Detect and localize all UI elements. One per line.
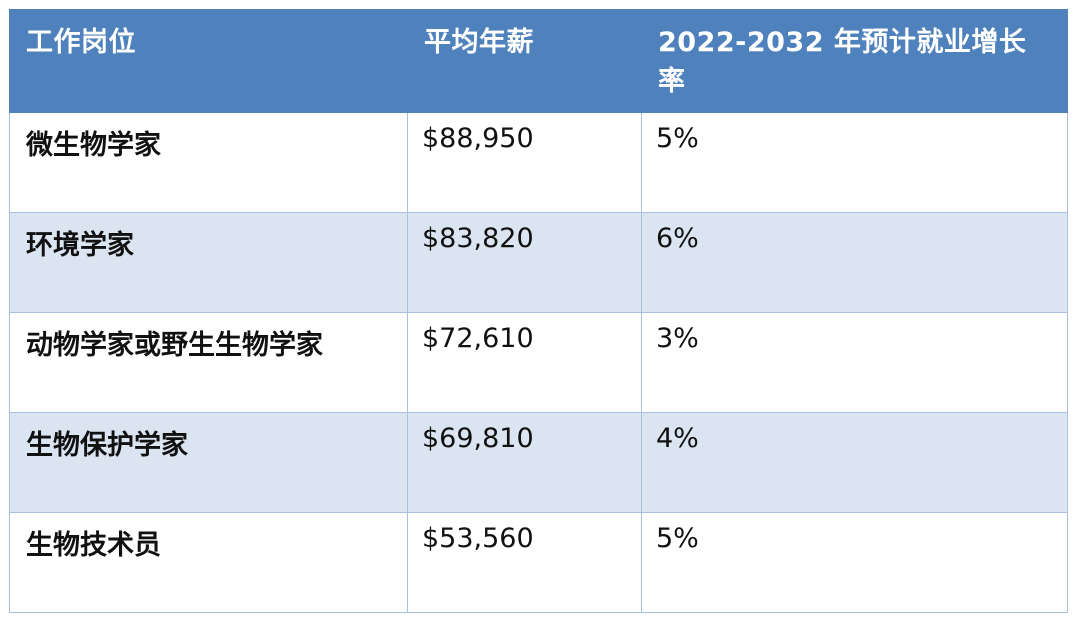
table-row: 生物保护学家 $69,810 4% bbox=[9, 412, 1068, 513]
table-row: 微生物学家 $88,950 5% bbox=[9, 112, 1068, 213]
cell-growth: 3% bbox=[641, 312, 1068, 413]
cell-salary: $88,950 bbox=[407, 112, 642, 213]
cell-salary: $72,610 bbox=[407, 312, 642, 413]
table-row: 环境学家 $83,820 6% bbox=[9, 212, 1068, 313]
cell-salary: $53,560 bbox=[407, 512, 642, 613]
table-row: 生物技术员 $53,560 5% bbox=[9, 512, 1068, 613]
cell-growth: 6% bbox=[641, 212, 1068, 313]
cell-salary: $83,820 bbox=[407, 212, 642, 313]
table-row: 动物学家或野生生物学家 $72,610 3% bbox=[9, 312, 1068, 413]
cell-job: 动物学家或野生生物学家 bbox=[9, 312, 408, 413]
table-header: 工作岗位 平均年薪 2022-2032 年预计就业增长率 bbox=[9, 9, 1068, 113]
cell-job: 生物技术员 bbox=[9, 512, 408, 613]
table-body: 微生物学家 $88,950 5% 环境学家 $83,820 6% 动物学家或野生… bbox=[9, 112, 1068, 613]
header-growth: 2022-2032 年预计就业增长率 bbox=[641, 9, 1068, 113]
cell-growth: 5% bbox=[641, 112, 1068, 213]
cell-job: 生物保护学家 bbox=[9, 412, 408, 513]
cell-growth: 5% bbox=[641, 512, 1068, 613]
header-row: 工作岗位 平均年薪 2022-2032 年预计就业增长率 bbox=[9, 9, 1068, 113]
header-job: 工作岗位 bbox=[9, 9, 408, 113]
career-table: 工作岗位 平均年薪 2022-2032 年预计就业增长率 微生物学家 $88,9… bbox=[9, 9, 1068, 613]
career-table-container: 工作岗位 平均年薪 2022-2032 年预计就业增长率 微生物学家 $88,9… bbox=[9, 9, 1068, 613]
cell-job: 环境学家 bbox=[9, 212, 408, 313]
cell-salary: $69,810 bbox=[407, 412, 642, 513]
cell-job: 微生物学家 bbox=[9, 112, 408, 213]
cell-growth: 4% bbox=[641, 412, 1068, 513]
header-salary: 平均年薪 bbox=[407, 9, 642, 113]
